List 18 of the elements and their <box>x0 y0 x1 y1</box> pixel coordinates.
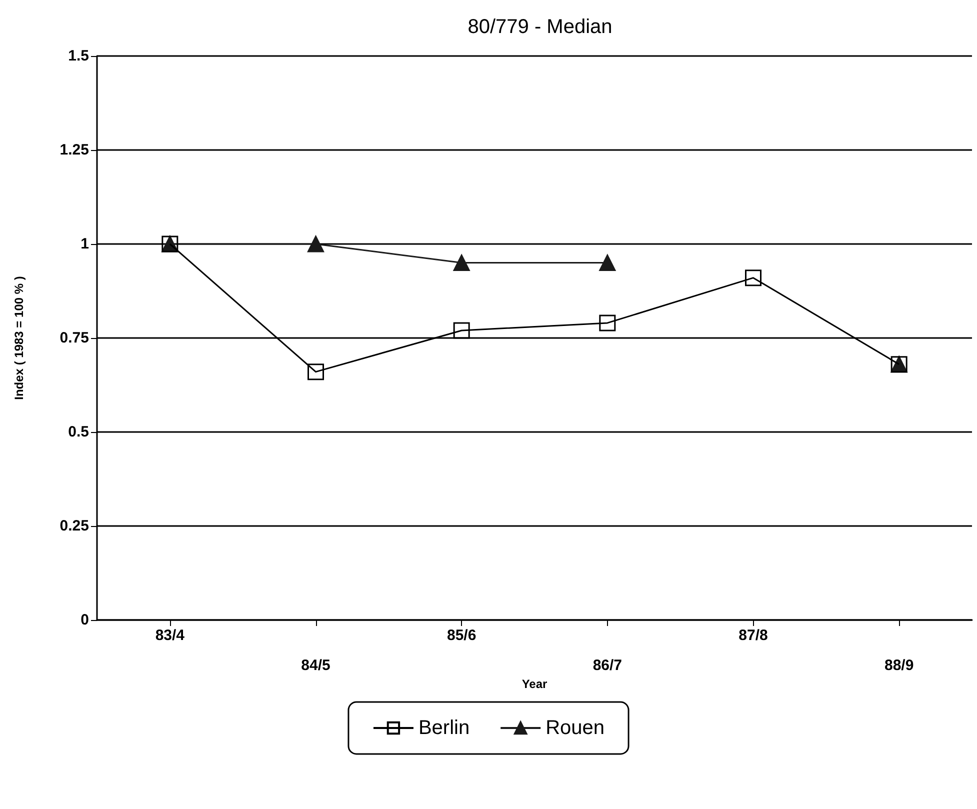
x-tick-label: 86/7 <box>592 657 622 674</box>
x-tick-label: 84/5 <box>301 657 330 674</box>
x-tick-label: 87/8 <box>738 627 768 644</box>
y-axis-title: Index ( 1983 = 100 % ) <box>12 276 26 400</box>
x-tick-label: 83/4 <box>155 627 186 644</box>
y-tick-label: 1.5 <box>68 48 89 64</box>
y-tick-label: 0.5 <box>68 424 89 440</box>
y-tick-label: 1.25 <box>60 142 89 158</box>
y-tick-label: 1 <box>80 236 89 252</box>
y-tick-label: 0.25 <box>60 518 89 534</box>
legend-label: Berlin <box>418 717 470 739</box>
x-axis-title: Year <box>522 676 548 691</box>
x-tick-label: 88/9 <box>884 657 914 674</box>
legend-label: Rouen <box>546 717 605 739</box>
y-tick-label: 0 <box>80 612 89 628</box>
y-tick-label: 0.75 <box>60 330 89 346</box>
chart-title: 80/779 - Median <box>468 16 612 38</box>
x-tick-label: 85/6 <box>446 627 476 644</box>
